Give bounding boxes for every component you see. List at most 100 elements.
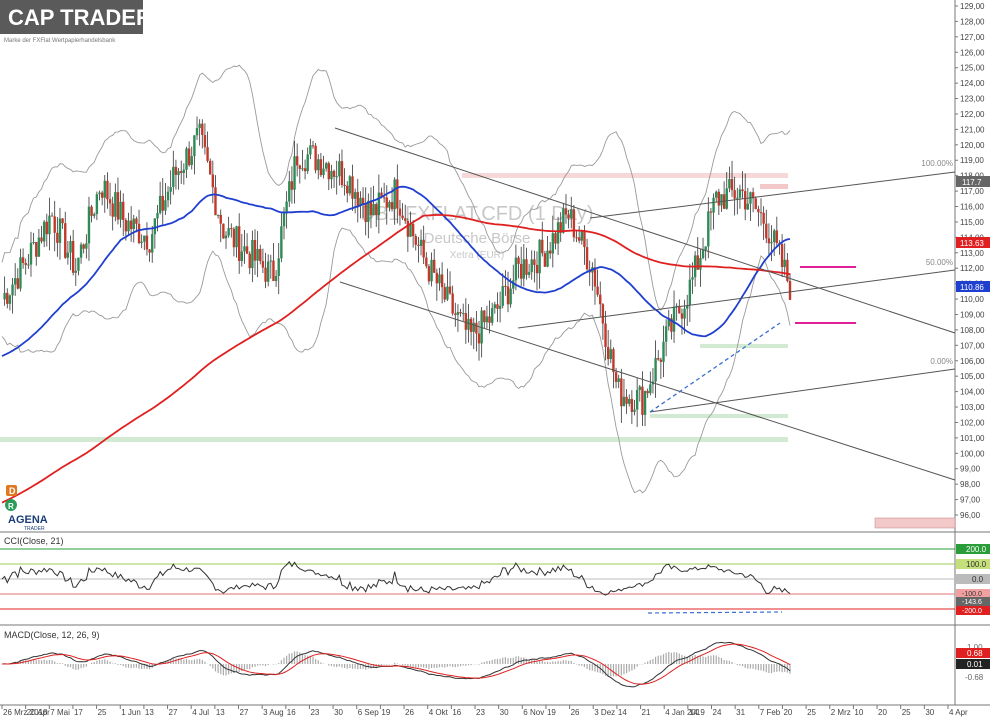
candle-body (554, 233, 557, 244)
candle-body (248, 253, 251, 269)
candle-body (35, 242, 38, 257)
candle-body (214, 187, 217, 216)
main-panel-bg (0, 0, 955, 532)
sma-red (1, 214, 791, 504)
candle-body (309, 145, 312, 155)
uptrend-dashed (649, 322, 781, 413)
candle-body (762, 212, 765, 224)
candle-body (100, 192, 104, 198)
logo-tagline: Marke der FXFlat Wertpapierhandelsbank (4, 38, 116, 44)
y-tick-label: 124,00 (960, 79, 985, 88)
y-tick-label: 106,00 (960, 357, 985, 366)
candle-body (237, 226, 241, 262)
candle-body (641, 386, 644, 415)
candle-body (27, 264, 30, 266)
candle-body (166, 191, 170, 201)
candle-body (720, 194, 723, 206)
candle-body (741, 189, 744, 192)
x-tick-label: 4 Jul (192, 708, 209, 717)
candle-body (628, 398, 631, 404)
x-tick-label: 16 (452, 708, 461, 717)
candle-body (156, 212, 159, 219)
y-tick-label: 103,00 (960, 403, 985, 412)
candle-body (145, 235, 149, 250)
candle-body (506, 286, 510, 305)
candle-body (295, 156, 299, 166)
candle-body (435, 272, 439, 284)
candle-body (153, 218, 157, 235)
macd-label-001: 0.01 (967, 660, 983, 669)
candle-body (375, 204, 378, 216)
x-tick-label: 2 Mrz (831, 708, 851, 717)
candle-body (303, 168, 307, 172)
macd-label-068-bg (956, 648, 990, 658)
candle-body (177, 171, 180, 175)
x-tick-label: 10 (854, 708, 863, 717)
candle-body (406, 220, 410, 237)
support-zone-low (650, 414, 788, 418)
candle-body (380, 192, 383, 198)
fib-label-100: 100.00% (921, 159, 953, 168)
candle-body (95, 194, 99, 215)
candle-body (512, 280, 515, 289)
candle-body (646, 391, 649, 394)
candle-body (670, 318, 673, 332)
band-upper (1, 64, 791, 311)
candle-body (715, 191, 718, 198)
cci-title: CCI(Close, 21) (4, 536, 64, 546)
candle-body (680, 313, 684, 319)
candle-body (699, 257, 702, 270)
candle-body (538, 239, 541, 274)
y-tick-label: 99,00 (960, 465, 981, 474)
candle-body (390, 202, 394, 210)
candle-body (282, 213, 286, 227)
candle-body (106, 180, 109, 200)
candle-body (783, 259, 786, 267)
y-tick-label: 119,00 (960, 156, 984, 165)
support-zone-bottom (0, 437, 788, 442)
scroll-indicator[interactable] (874, 517, 956, 529)
candle-body (567, 214, 570, 219)
candle-body (259, 248, 262, 262)
candle-body (87, 206, 91, 244)
candle-body (285, 201, 288, 214)
candle-body (388, 202, 391, 208)
candle-body (464, 313, 468, 330)
candle-body (206, 147, 209, 161)
y-tick-label: 110,00 (960, 295, 984, 304)
candle-body (174, 166, 178, 175)
fib-channel-mid (517, 269, 956, 329)
candle-body (733, 190, 736, 199)
candle-body (140, 241, 143, 244)
marker-d-icon[interactable] (6, 485, 17, 496)
cci-label-100-bg (956, 559, 990, 569)
y-axis-ticks: 129,00 128,00 127,00 126,00 125,00 124,00 123,… (955, 2, 985, 520)
candle-body (635, 389, 639, 410)
downtrend-upper (334, 127, 956, 334)
x-tick-label: 16 (287, 708, 296, 717)
cci-label-m100: -100.0 (962, 591, 982, 598)
candle-body (614, 372, 618, 382)
candle-body (79, 244, 83, 258)
candlesticks (3, 116, 792, 427)
candle-body (359, 197, 362, 207)
moving-averages (1, 185, 791, 504)
candle-body (754, 198, 757, 209)
candle-body (483, 310, 486, 323)
candle-body (572, 209, 576, 238)
marker-r-icon[interactable] (5, 499, 17, 511)
x-tick-label: 31 (736, 708, 745, 717)
candle-body (66, 252, 70, 258)
candle-body (90, 206, 93, 216)
candle-body (240, 251, 244, 262)
candle-body (129, 220, 133, 230)
candle-body (314, 145, 317, 171)
candle-body (459, 312, 462, 314)
cci-label-200: 200.0 (966, 545, 987, 554)
candle-body (786, 259, 789, 281)
y-tick-label: 120,00 (960, 141, 985, 150)
y-tick-label: 108,00 (960, 326, 985, 335)
candle-body (172, 166, 175, 188)
resistance-zone (760, 184, 788, 189)
candle-body (451, 293, 454, 314)
